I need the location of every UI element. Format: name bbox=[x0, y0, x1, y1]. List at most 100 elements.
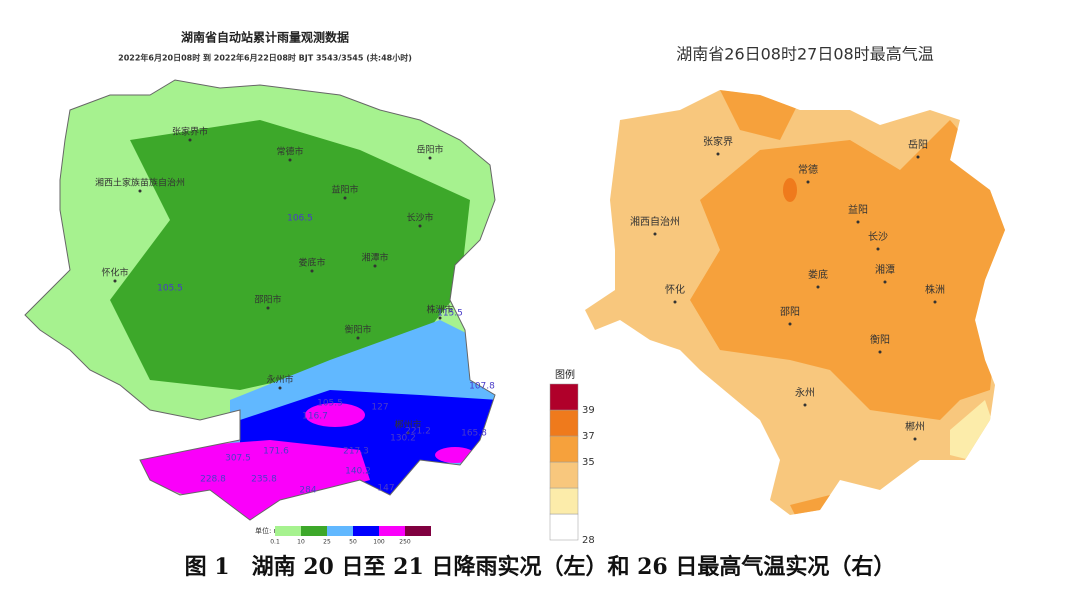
temp-zone bbox=[783, 178, 797, 202]
rain-zone bbox=[305, 403, 365, 427]
city-dot bbox=[788, 322, 792, 326]
rain-zone bbox=[435, 447, 475, 463]
city-dot bbox=[343, 196, 347, 200]
station-value: 130.2 bbox=[390, 434, 416, 444]
city-dot bbox=[883, 280, 887, 284]
station-value: 105.5 bbox=[317, 399, 343, 409]
legend-tick: 10 bbox=[297, 539, 305, 546]
city-label: 益阳 bbox=[848, 203, 868, 216]
legend-swatch bbox=[301, 526, 327, 536]
legend-tick: 0.1 bbox=[270, 539, 280, 546]
city-dot bbox=[288, 158, 292, 162]
legend-tick: 250 bbox=[399, 539, 411, 546]
city-dot bbox=[406, 431, 410, 435]
city-label: 怀化市 bbox=[101, 267, 128, 279]
temp-zone bbox=[950, 400, 995, 460]
station-value: 107.8 bbox=[469, 382, 495, 392]
rain-zone bbox=[140, 440, 370, 520]
caption: 图 1 湖南 20 日至 21 日降雨实况（左）和 26 日最高气温实况（右） bbox=[185, 554, 896, 580]
city-dot bbox=[310, 269, 314, 273]
city-dot bbox=[913, 437, 917, 441]
legend-swatch bbox=[549, 487, 579, 515]
station-value: 116.7 bbox=[302, 412, 328, 422]
legend-swatch bbox=[549, 383, 579, 411]
city-dot bbox=[716, 152, 720, 156]
left-title: 湖南省自动站累计雨量观测数据 bbox=[181, 30, 349, 45]
station-value: 217.3 bbox=[343, 447, 369, 457]
city-label: 衡阳 bbox=[870, 334, 890, 346]
city-label: 永州市 bbox=[266, 374, 293, 386]
legend-swatch bbox=[275, 526, 301, 536]
legend-tick: 100 bbox=[373, 539, 385, 546]
right-legend-title: 图例 bbox=[555, 368, 575, 381]
legend-tick: 28 bbox=[582, 535, 595, 546]
legend-tick: 37 bbox=[582, 431, 595, 442]
station-value: 115.5 bbox=[437, 309, 463, 319]
right-title: 湖南省26日08时27日08时最高气温 bbox=[676, 45, 933, 64]
city-dot bbox=[856, 220, 860, 224]
city-label: 岳阳市 bbox=[416, 144, 443, 156]
city-label: 湘西土家族苗族自治州 bbox=[95, 177, 185, 189]
legend-tick: 50 bbox=[349, 539, 357, 546]
city-dot bbox=[373, 264, 377, 268]
city-dot bbox=[816, 285, 820, 289]
city-label: 娄底市 bbox=[298, 257, 325, 269]
city-label: 常德 bbox=[798, 163, 818, 176]
legend-swatch bbox=[405, 526, 431, 536]
city-dot bbox=[428, 156, 432, 160]
city-dot bbox=[138, 189, 142, 193]
city-dot bbox=[418, 224, 422, 228]
city-dot bbox=[653, 232, 657, 236]
city-label: 张家界 bbox=[703, 135, 733, 148]
city-label: 邵阳 bbox=[780, 306, 800, 318]
city-dot bbox=[266, 306, 270, 310]
city-label: 娄底 bbox=[808, 268, 828, 281]
city-label: 常德市 bbox=[276, 146, 303, 158]
city-label: 长沙 bbox=[868, 231, 888, 243]
city-label: 益阳市 bbox=[331, 184, 358, 196]
left-legend-unit: 单位: mm bbox=[255, 526, 287, 535]
station-value: 147 bbox=[377, 484, 394, 494]
legend-tick: 35 bbox=[582, 457, 595, 468]
city-label: 株洲市 bbox=[426, 304, 453, 316]
legend-swatch bbox=[549, 461, 579, 489]
legend-tick: 39 bbox=[582, 405, 595, 416]
city-label: 湘西自治州 bbox=[630, 215, 680, 228]
city-label: 株洲 bbox=[925, 283, 945, 296]
city-dot bbox=[278, 386, 282, 390]
legend-swatch bbox=[327, 526, 353, 536]
temp-zone bbox=[790, 495, 830, 515]
legend-swatch bbox=[549, 513, 579, 541]
city-label: 邵阳市 bbox=[254, 294, 281, 306]
city-label: 长沙市 bbox=[406, 212, 433, 224]
city-label: 永州 bbox=[795, 386, 815, 399]
city-dot bbox=[916, 155, 920, 159]
rain-zone bbox=[110, 120, 470, 390]
station-value: 127 bbox=[371, 403, 388, 413]
station-value: 165.8 bbox=[461, 429, 487, 439]
city-label: 郴州 bbox=[905, 420, 925, 433]
legend-swatch bbox=[549, 435, 579, 463]
legend-tick: 25 bbox=[323, 539, 331, 546]
city-label: 衡阳市 bbox=[344, 324, 371, 336]
city-dot bbox=[673, 300, 677, 304]
station-value: 221.2 bbox=[405, 427, 431, 437]
city-dot bbox=[933, 300, 937, 304]
temp-zone bbox=[690, 120, 1005, 420]
city-dot bbox=[803, 403, 807, 407]
city-label: 郴州市 bbox=[394, 419, 421, 431]
temp-zone bbox=[720, 90, 800, 140]
city-dot bbox=[113, 279, 117, 283]
city-label: 湘潭 bbox=[875, 263, 895, 276]
temp-map bbox=[585, 90, 1005, 515]
left-subtitle: 2022年6月20日08时 到 2022年6月22日08时 BJT 3543/3… bbox=[118, 53, 412, 63]
station-value: 228.8 bbox=[200, 475, 226, 485]
city-dot bbox=[188, 138, 192, 142]
city-dot bbox=[878, 350, 882, 354]
station-value: 171.6 bbox=[263, 447, 289, 457]
city-dot bbox=[356, 336, 360, 340]
city-label: 怀化 bbox=[665, 283, 685, 296]
station-value: 307.5 bbox=[225, 454, 251, 464]
station-value: 235.8 bbox=[251, 475, 277, 485]
city-label: 岳阳 bbox=[908, 139, 928, 151]
